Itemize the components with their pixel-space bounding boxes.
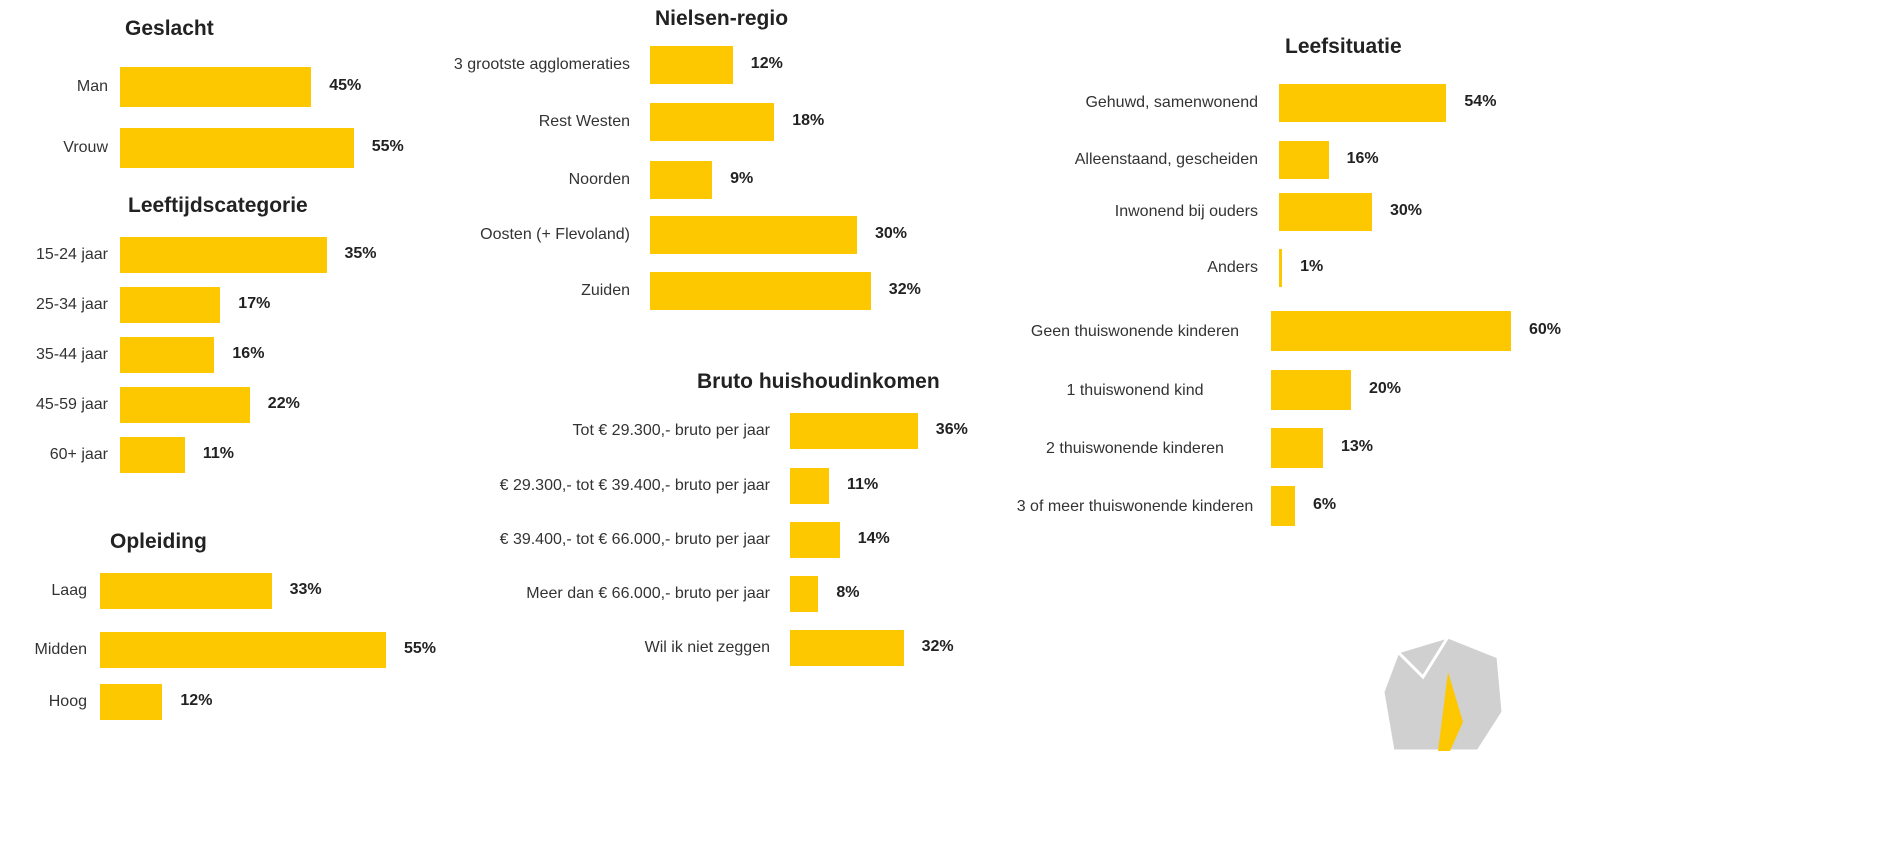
bar [120,128,354,168]
bar [100,632,386,668]
category-label: Zuiden [581,282,630,299]
bar [1279,193,1372,231]
chart-title: Leefsituatie [1285,35,1402,58]
bar [790,413,918,449]
bar [1279,84,1447,122]
value-label: 11% [202,445,235,462]
value-label: 17% [238,295,271,312]
category-label: Tot € 29.300,- bruto per jaar [572,422,770,439]
value-label: 30% [1390,202,1423,219]
value-label: 22% [267,395,300,412]
value-label: 18% [792,112,825,129]
bar [790,468,830,504]
value-label: 9% [730,170,754,187]
value-label: 12% [180,692,213,709]
bar [120,437,185,473]
category-label: Meer dan € 66.000,- bruto per jaar [526,585,770,602]
bar [650,216,857,254]
bar [120,387,250,423]
bar [790,630,904,666]
category-label: Anders [1207,259,1258,276]
bar [650,272,871,310]
bar [1271,311,1511,351]
chart-title: Nielsen-regio [655,7,789,30]
category-label: 15-24 jaar [35,246,108,263]
category-label: € 39.400,- tot € 66.000,- bruto per jaar [499,531,770,548]
value-label: 33% [289,581,322,598]
category-label: Alleenstaand, gescheiden [1074,151,1258,168]
category-label: 25-34 jaar [35,296,108,313]
value-label: 32% [888,281,921,298]
category-label: 35-44 jaar [35,346,108,363]
value-label: 1% [1300,258,1324,275]
logo [1381,635,1505,751]
bar [790,522,840,558]
category-label: Vrouw [63,139,108,156]
bar [1271,486,1295,526]
category-label: Laag [51,582,87,599]
bar [1279,249,1283,287]
bar [100,573,272,609]
category-label: € 29.300,- tot € 39.400,- bruto per jaar [499,477,770,494]
category-label: Noorden [568,171,630,188]
value-label: 14% [857,530,890,547]
value-label: 36% [935,421,968,438]
category-label: Geen thuiswonende kinderen [1030,322,1240,340]
value-label: 16% [232,345,265,362]
chart-title: Leeftijdscategorie [128,194,308,217]
value-label: 60% [1529,321,1562,338]
value-label: 30% [875,225,908,242]
value-label: 11% [847,476,879,493]
value-label: 35% [344,245,377,262]
value-label: 13% [1341,438,1374,455]
value-label: 6% [1313,496,1337,513]
value-label: 55% [371,138,404,155]
category-label: 45-59 jaar [35,396,108,413]
value-label: 54% [1464,93,1497,110]
value-label: 12% [750,55,783,72]
category-label: Rest Westen [538,113,630,130]
category-label: 1 thuiswonend kind [1066,381,1204,399]
category-label: 2 thuiswonende kinderen [1046,439,1224,457]
bar [120,337,215,373]
bar [650,103,775,141]
value-label: 45% [329,77,362,94]
value-label: 32% [921,638,954,655]
chart-title: Geslacht [125,17,214,40]
category-label: Oosten (+ Flevoland) [480,226,630,243]
value-label: 55% [404,640,437,657]
category-label: Hoog [48,693,87,710]
bar [1271,370,1351,410]
category-label: Midden [34,641,87,658]
bar [650,46,733,84]
value-label: 20% [1369,380,1402,397]
value-label: 8% [836,584,860,601]
category-label: Gehuwd, samenwonend [1085,94,1258,111]
bar [650,161,713,199]
bar [100,684,163,720]
category-label: 3 grootste agglomeraties [453,56,630,73]
chart-title: Opleiding [110,530,207,553]
bar [790,576,819,612]
bar [1271,428,1323,468]
value-label: 16% [1346,150,1379,167]
bar [1279,141,1329,179]
bar [120,237,327,273]
category-label: Man [76,78,108,95]
category-label: 3 of meer thuiswonende kinderen [1016,497,1254,515]
category-label: 60+ jaar [49,446,108,463]
category-label: Wil ik niet zeggen [644,639,770,656]
bar [120,287,221,323]
bar [120,67,312,107]
category-label: Inwonend bij ouders [1114,203,1258,220]
chart-title: Bruto huishoudinkomen [697,370,940,393]
